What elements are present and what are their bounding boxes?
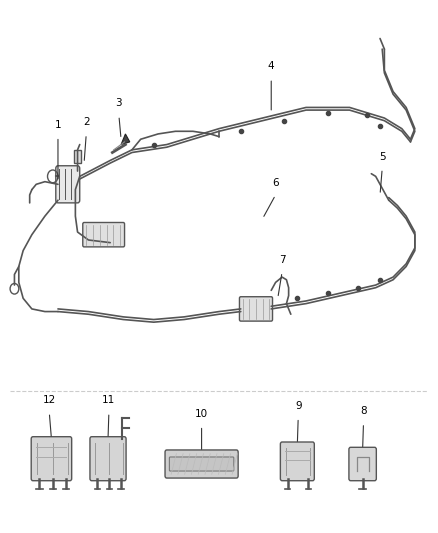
Text: 9: 9 <box>295 401 301 411</box>
Text: 12: 12 <box>42 395 56 406</box>
Polygon shape <box>121 134 130 144</box>
Text: 1: 1 <box>55 120 61 130</box>
Bar <box>74 150 81 163</box>
FancyBboxPatch shape <box>240 297 272 321</box>
FancyBboxPatch shape <box>31 437 72 481</box>
Text: 5: 5 <box>379 151 385 161</box>
Text: 6: 6 <box>272 178 279 188</box>
Text: 4: 4 <box>268 61 275 71</box>
FancyBboxPatch shape <box>170 457 234 471</box>
FancyBboxPatch shape <box>90 437 126 481</box>
FancyBboxPatch shape <box>165 450 238 478</box>
Text: 11: 11 <box>102 395 116 406</box>
FancyBboxPatch shape <box>83 222 124 247</box>
Text: 2: 2 <box>83 117 89 127</box>
FancyBboxPatch shape <box>349 447 376 481</box>
Text: 3: 3 <box>116 99 122 109</box>
Text: 10: 10 <box>195 409 208 419</box>
Text: 8: 8 <box>360 406 367 416</box>
FancyBboxPatch shape <box>280 442 314 481</box>
FancyBboxPatch shape <box>56 166 80 203</box>
Text: 7: 7 <box>279 255 286 265</box>
